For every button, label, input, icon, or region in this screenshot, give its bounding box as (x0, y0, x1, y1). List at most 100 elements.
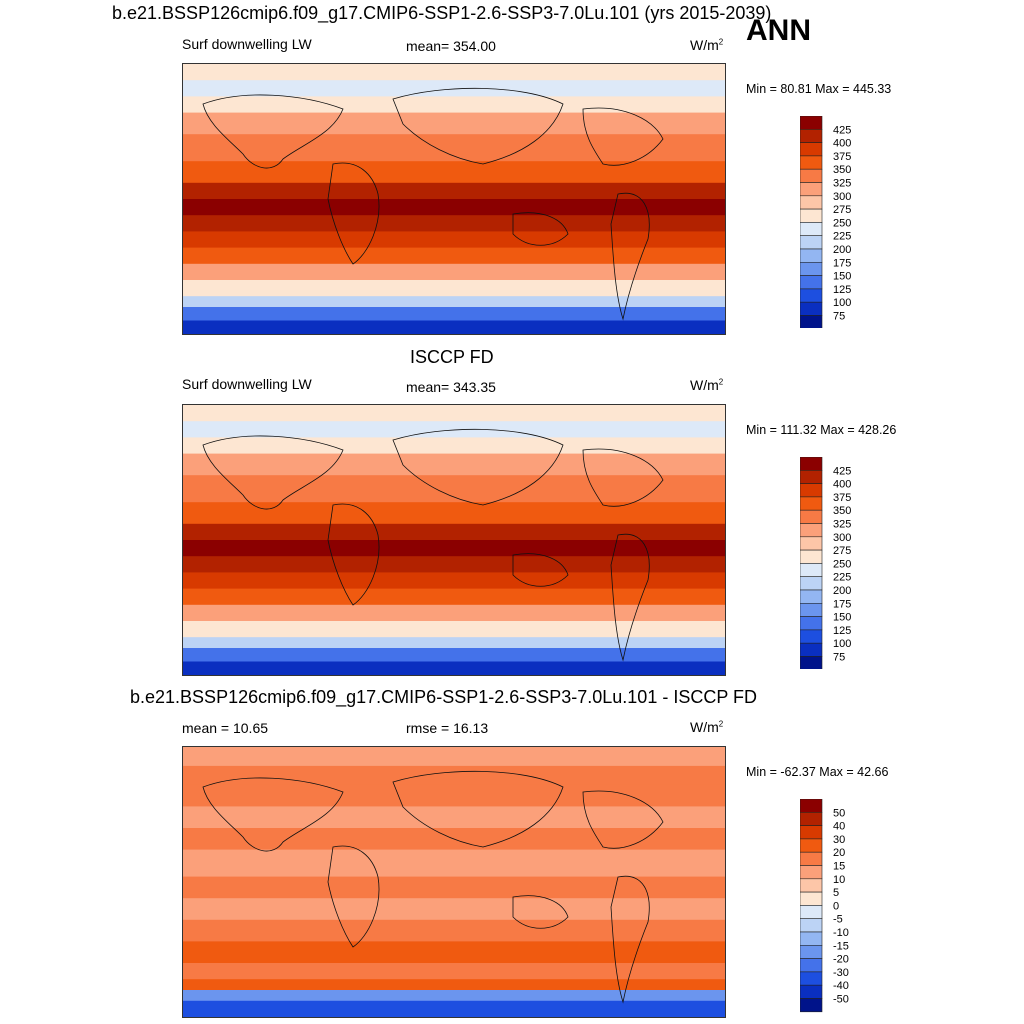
colorbar-label: 400 (833, 479, 851, 491)
colorbar-box (799, 483, 823, 498)
map-band (183, 540, 725, 557)
panel-3-heatmap (183, 747, 725, 1017)
colorbar-box (799, 549, 823, 564)
panel-2-minmax: Min = 111.32 Max = 428.26 (746, 423, 897, 437)
colorbar-label: 40 (833, 821, 845, 833)
map-band (183, 231, 725, 249)
colorbar-label: -10 (833, 927, 849, 939)
map-band (183, 307, 725, 321)
colorbar-label: -40 (833, 980, 849, 992)
colorbar-box (799, 536, 823, 551)
map-band (183, 637, 725, 649)
map-band (183, 134, 725, 162)
map-band (183, 453, 725, 476)
map-band (183, 96, 725, 114)
colorbar-box (799, 656, 823, 671)
colorbar-box (799, 984, 823, 999)
map-band (183, 296, 725, 308)
colorbar-box (799, 576, 823, 591)
map-band (183, 806, 725, 829)
map-band (183, 661, 725, 675)
colorbar-label: 225 (833, 572, 851, 584)
panel-3-title: b.e21.BSSP126cmip6.f09_g17.CMIP6-SSP1-2.… (130, 687, 758, 707)
colorbar-label: 150 (833, 271, 851, 283)
panel-1-colorbar: 425 400 375 350 325 300 275 250 225 200 175 150 125 1… (799, 115, 880, 333)
colorbar-label: 275 (833, 545, 851, 557)
colorbar-label: 125 (833, 284, 851, 296)
colorbar-box (799, 235, 823, 250)
colorbar-label: 0 (833, 900, 839, 912)
map-band (183, 247, 725, 265)
colorbar-label: 100 (833, 297, 851, 309)
colorbar-label: -30 (833, 967, 849, 979)
colorbar-label: 200 (833, 244, 851, 256)
panel-1-heatmap (183, 64, 725, 334)
colorbar-box (799, 208, 823, 223)
map-band (183, 604, 725, 622)
colorbar-box (799, 248, 823, 263)
colorbar-label: 325 (833, 519, 851, 531)
panel-1-variable: Surf downwelling LW (182, 36, 312, 52)
coastline (327, 503, 380, 606)
map-band (183, 64, 725, 81)
colorbar-label: 50 (833, 807, 845, 819)
panel-2-title: ISCCP FD (410, 347, 494, 367)
colorbar-label: 125 (833, 625, 851, 637)
panel-2-heatmap (183, 405, 725, 675)
colorbar-label: 75 (833, 311, 845, 323)
map-band (183, 990, 725, 1002)
colorbar-label: 225 (833, 231, 851, 243)
coastline (512, 553, 569, 587)
colorbar-box (799, 589, 823, 604)
panel-2-units: W/m2 (690, 377, 724, 393)
map-band (183, 199, 725, 216)
panel-1-mean: mean= 354.00 (406, 38, 496, 54)
map-band (183, 215, 725, 232)
coastline (327, 845, 380, 948)
colorbar-box (799, 642, 823, 657)
panel-3-minmax: Min = -62.37 Max = 42.66 (746, 765, 889, 779)
panel-3-rmse: rmse = 16.13 (406, 720, 489, 736)
colorbar-label: 425 (833, 124, 851, 136)
map-band (183, 475, 725, 503)
colorbar-label: 250 (833, 217, 851, 229)
panel-3-map (182, 746, 726, 1018)
colorbar-box (799, 496, 823, 511)
coastline (610, 533, 650, 662)
colorbar-label: 5 (833, 887, 839, 899)
season-label: ANN (746, 14, 811, 47)
colorbar-box (799, 825, 823, 840)
colorbar-label: 20 (833, 847, 845, 859)
colorbar-label: -20 (833, 954, 849, 966)
colorbar-box (799, 115, 823, 130)
colorbar-label: 350 (833, 505, 851, 517)
colorbar-label: 400 (833, 138, 851, 150)
coastline (512, 212, 569, 246)
colorbar-box (799, 931, 823, 946)
panel-1-map (182, 63, 726, 335)
colorbar-label: 75 (833, 652, 845, 664)
map-band (183, 747, 725, 767)
colorbar-label: 150 (833, 612, 851, 624)
colorbar-box (799, 891, 823, 906)
panel-3-units: W/m2 (690, 719, 724, 735)
coastline (392, 770, 564, 848)
coastline (582, 107, 664, 166)
colorbar-box (799, 603, 823, 617)
panel-1-units: W/m2 (690, 37, 724, 53)
colorbar-label: -50 (833, 994, 849, 1006)
colorbar-label: 30 (833, 834, 845, 846)
colorbar-box (799, 142, 823, 157)
colorbar-box (799, 222, 823, 237)
colorbar-label: 15 (833, 861, 845, 873)
colorbar-box (799, 563, 823, 578)
colorbar-label: 10 (833, 874, 845, 886)
colorbar-label: 200 (833, 585, 851, 597)
colorbar-box (799, 945, 823, 959)
colorbar-box (799, 851, 823, 866)
colorbar-label: 175 (833, 257, 851, 269)
colorbar-label: 375 (833, 492, 851, 504)
colorbar-box (799, 275, 823, 290)
